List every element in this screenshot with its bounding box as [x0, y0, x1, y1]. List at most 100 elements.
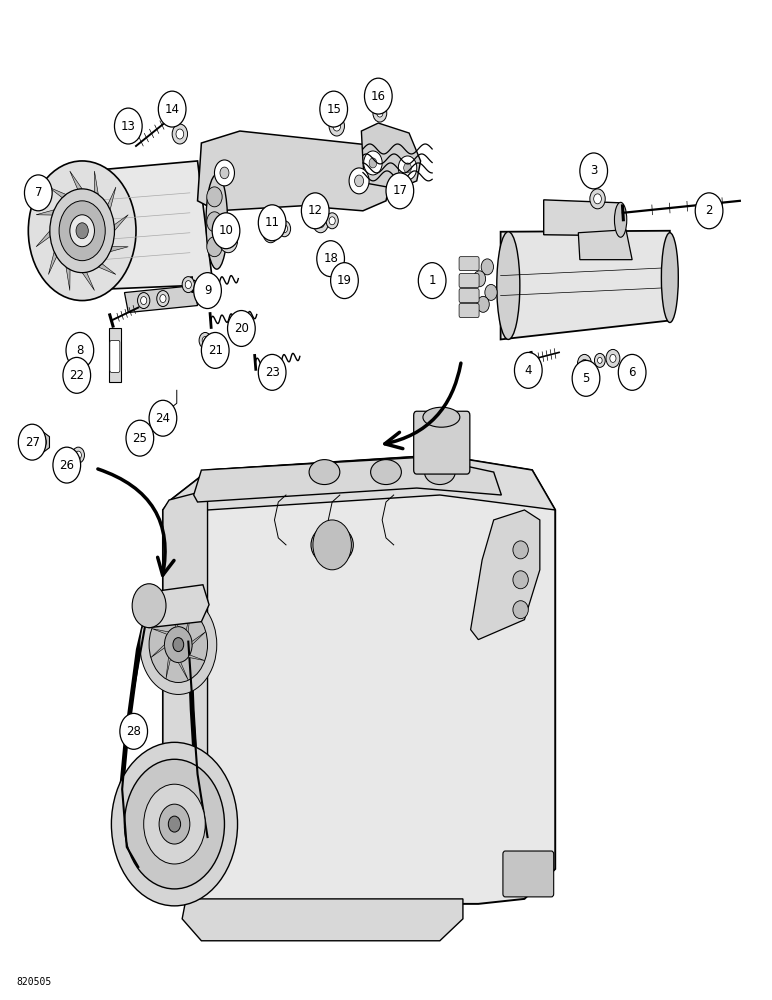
Text: 28: 28: [127, 725, 141, 738]
Text: 23: 23: [265, 366, 279, 379]
Circle shape: [301, 193, 329, 229]
Circle shape: [182, 277, 195, 293]
Text: 21: 21: [208, 344, 223, 357]
Circle shape: [317, 218, 324, 228]
Circle shape: [313, 213, 328, 233]
Polygon shape: [163, 490, 208, 844]
Circle shape: [129, 425, 143, 443]
Text: 3: 3: [590, 164, 598, 177]
Circle shape: [207, 212, 222, 232]
Ellipse shape: [496, 232, 520, 339]
Polygon shape: [36, 210, 54, 215]
Circle shape: [69, 215, 94, 247]
Circle shape: [66, 332, 93, 368]
Text: 2: 2: [706, 204, 713, 217]
Polygon shape: [82, 161, 213, 290]
Circle shape: [329, 116, 344, 136]
Circle shape: [173, 638, 184, 652]
FancyBboxPatch shape: [459, 289, 479, 303]
Circle shape: [477, 296, 489, 312]
Circle shape: [144, 784, 205, 864]
Text: 12: 12: [308, 204, 323, 217]
Text: 4: 4: [524, 364, 532, 377]
Polygon shape: [163, 455, 555, 904]
Circle shape: [133, 430, 139, 438]
Polygon shape: [124, 286, 198, 313]
Polygon shape: [49, 252, 56, 274]
Circle shape: [160, 295, 166, 303]
Polygon shape: [35, 431, 49, 453]
Text: 9: 9: [204, 284, 212, 297]
Circle shape: [124, 759, 225, 889]
Circle shape: [76, 223, 88, 239]
Circle shape: [404, 163, 411, 173]
Ellipse shape: [513, 541, 528, 559]
Circle shape: [224, 235, 233, 247]
Circle shape: [75, 451, 81, 459]
Circle shape: [132, 584, 166, 628]
Circle shape: [137, 293, 150, 309]
Text: 5: 5: [582, 372, 590, 385]
Polygon shape: [178, 662, 188, 680]
Text: 7: 7: [35, 186, 42, 199]
Ellipse shape: [615, 202, 627, 237]
Circle shape: [481, 259, 493, 275]
Polygon shape: [471, 510, 540, 640]
Polygon shape: [144, 585, 209, 628]
Circle shape: [215, 160, 235, 186]
FancyBboxPatch shape: [459, 257, 479, 271]
Circle shape: [279, 221, 290, 237]
Circle shape: [29, 161, 136, 301]
Text: 14: 14: [164, 103, 180, 116]
Circle shape: [59, 449, 74, 469]
Circle shape: [373, 104, 387, 122]
Circle shape: [696, 193, 723, 229]
Polygon shape: [361, 123, 421, 189]
Polygon shape: [152, 629, 168, 634]
Ellipse shape: [309, 460, 340, 485]
Polygon shape: [590, 236, 621, 251]
Polygon shape: [500, 231, 670, 339]
Circle shape: [332, 258, 340, 268]
Circle shape: [158, 91, 186, 127]
FancyArrowPatch shape: [384, 363, 461, 449]
Circle shape: [111, 742, 238, 906]
Circle shape: [172, 124, 188, 144]
Circle shape: [598, 357, 602, 363]
FancyBboxPatch shape: [459, 274, 479, 288]
Text: 17: 17: [392, 184, 408, 197]
Circle shape: [610, 354, 616, 362]
Polygon shape: [192, 632, 206, 645]
Polygon shape: [171, 455, 555, 530]
Circle shape: [259, 354, 286, 390]
Circle shape: [606, 349, 620, 367]
Circle shape: [577, 354, 591, 372]
Circle shape: [159, 804, 190, 844]
Ellipse shape: [154, 403, 168, 415]
Text: 820505: 820505: [17, 977, 52, 987]
Circle shape: [330, 263, 358, 299]
Text: 24: 24: [155, 412, 171, 425]
Ellipse shape: [662, 233, 679, 322]
Polygon shape: [36, 231, 50, 247]
Circle shape: [333, 121, 340, 131]
Circle shape: [326, 213, 338, 229]
Circle shape: [194, 273, 222, 309]
Polygon shape: [109, 328, 120, 382]
Text: 27: 27: [25, 436, 39, 449]
Circle shape: [207, 237, 222, 257]
Circle shape: [53, 447, 80, 483]
Polygon shape: [198, 131, 394, 211]
Polygon shape: [49, 187, 66, 198]
Ellipse shape: [311, 525, 354, 565]
Polygon shape: [578, 230, 632, 260]
Circle shape: [202, 336, 208, 344]
Circle shape: [141, 297, 147, 305]
Ellipse shape: [425, 460, 455, 485]
Circle shape: [63, 454, 70, 464]
Polygon shape: [66, 267, 70, 290]
Text: 1: 1: [428, 274, 436, 287]
Circle shape: [220, 167, 229, 179]
Circle shape: [354, 175, 364, 187]
Ellipse shape: [371, 460, 401, 485]
